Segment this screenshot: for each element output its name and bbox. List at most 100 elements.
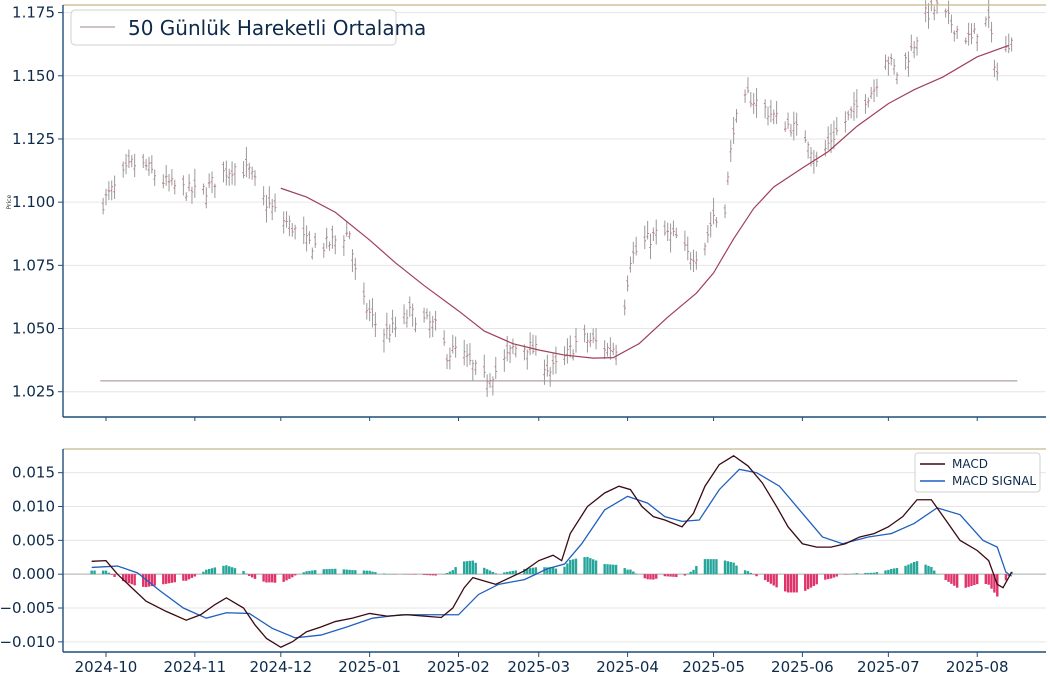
macd-histogram-bar [366, 571, 368, 575]
price-bar [371, 298, 374, 327]
macd-histogram-bar [234, 568, 236, 574]
macd-histogram-bar [506, 572, 508, 574]
price-bar [595, 328, 598, 349]
macd-histogram-bar [165, 574, 167, 584]
macd-histogram-bar [368, 571, 370, 574]
price-bar [927, 3, 930, 29]
price-bar [529, 332, 532, 355]
macd-xtick-label: 2025-08 [946, 658, 1009, 676]
price-legend-box: 50 Günlük Hareketli Ortalama [71, 10, 426, 45]
price-bar [933, 6, 936, 20]
price-ytick-label: 1.075 [12, 256, 55, 274]
macd-histogram-bar [675, 574, 677, 577]
price-bar [864, 94, 867, 114]
macd-histogram-bar [727, 561, 729, 574]
price-ytick-label: 1.175 [12, 4, 55, 22]
macd-histogram-bar [348, 570, 350, 574]
macd-histogram-bar [265, 574, 267, 582]
macd-histogram-bar [750, 573, 752, 574]
price-bar [787, 112, 790, 128]
macd-histogram-bar [515, 570, 517, 574]
price-bar [331, 226, 334, 249]
price-bar [750, 92, 753, 107]
macd-histogram-bar [211, 568, 213, 574]
price-bar [672, 220, 675, 236]
macd-histogram-bar [833, 574, 835, 577]
macd-histogram-bar [724, 561, 726, 575]
price-bar [463, 340, 466, 365]
price-bar [752, 93, 755, 114]
price-bar [643, 226, 646, 250]
price-bar [985, 17, 988, 27]
macd-histogram-bar [646, 574, 648, 579]
price-bar [202, 184, 205, 195]
macd-histogram-bar [583, 557, 585, 574]
macd-histogram-bar [569, 560, 571, 574]
macd-histogram-bar [222, 566, 224, 574]
macd-histogram-bar [695, 566, 697, 574]
macd-histogram-bar [603, 564, 605, 574]
macd-histogram-bar [374, 572, 376, 574]
price-bar [173, 180, 176, 195]
price-bar [646, 221, 649, 240]
macd-histogram-bar [707, 559, 709, 574]
macd-histogram-bar [973, 574, 975, 585]
price-bar [704, 243, 707, 256]
macd-histogram-bar [205, 570, 207, 574]
price-bar [494, 357, 497, 379]
macd-histogram-bar [148, 574, 150, 586]
macd-histogram-bar [575, 559, 577, 575]
price-bar [294, 225, 297, 240]
price-bar [423, 308, 426, 323]
macd-xtick-label: 2025-03 [507, 658, 570, 676]
price-bar [343, 235, 346, 256]
macd-histogram-bar [684, 574, 686, 575]
price-bar [194, 169, 197, 198]
macd-histogram-bar [807, 574, 809, 589]
price-bar [429, 311, 432, 338]
price-bar [987, 0, 990, 28]
macd-histogram-bar [452, 570, 454, 574]
price-bar [775, 101, 778, 124]
price-bar [735, 109, 738, 123]
macd-histogram-bar [463, 561, 465, 574]
macd-histogram-bar [595, 560, 597, 574]
price-bar [314, 233, 317, 248]
price-bar [589, 333, 592, 347]
macd-histogram-bar [747, 571, 749, 574]
price-bar [509, 345, 512, 363]
price-bar [973, 23, 976, 34]
macd-histogram-bar [282, 574, 284, 582]
macd-histogram-bar [214, 567, 216, 574]
price-bar [744, 89, 747, 102]
macd-histogram-bar [730, 562, 732, 574]
macd-histogram-bar [924, 565, 926, 575]
price-bar [205, 187, 208, 208]
macd-histogram-bar [93, 571, 95, 575]
price-bar [162, 174, 165, 188]
price-bar [285, 211, 288, 227]
price-bar [234, 163, 237, 186]
price-bar [145, 159, 148, 170]
macd-histogram-bar [644, 574, 646, 578]
price-bar [629, 257, 632, 273]
price-bar [122, 162, 125, 178]
price-bar [884, 54, 887, 69]
price-bar [148, 157, 151, 176]
macd-histogram-bar [363, 571, 365, 575]
price-bar [383, 329, 386, 353]
macd-histogram-bar [331, 569, 333, 574]
price-bar [549, 367, 552, 387]
price-bar [108, 181, 111, 200]
macd-histogram-bar [271, 574, 273, 582]
macd-ytick-label: 0.010 [12, 498, 55, 516]
macd-xtick-label: 2025-06 [771, 658, 834, 676]
price-bar [503, 349, 506, 372]
macd-histogram-bar [976, 574, 978, 584]
price-bar [666, 222, 669, 240]
macd-histogram-bar [896, 568, 898, 574]
price-bar [128, 150, 131, 168]
macd-histogram-bar [873, 573, 875, 575]
